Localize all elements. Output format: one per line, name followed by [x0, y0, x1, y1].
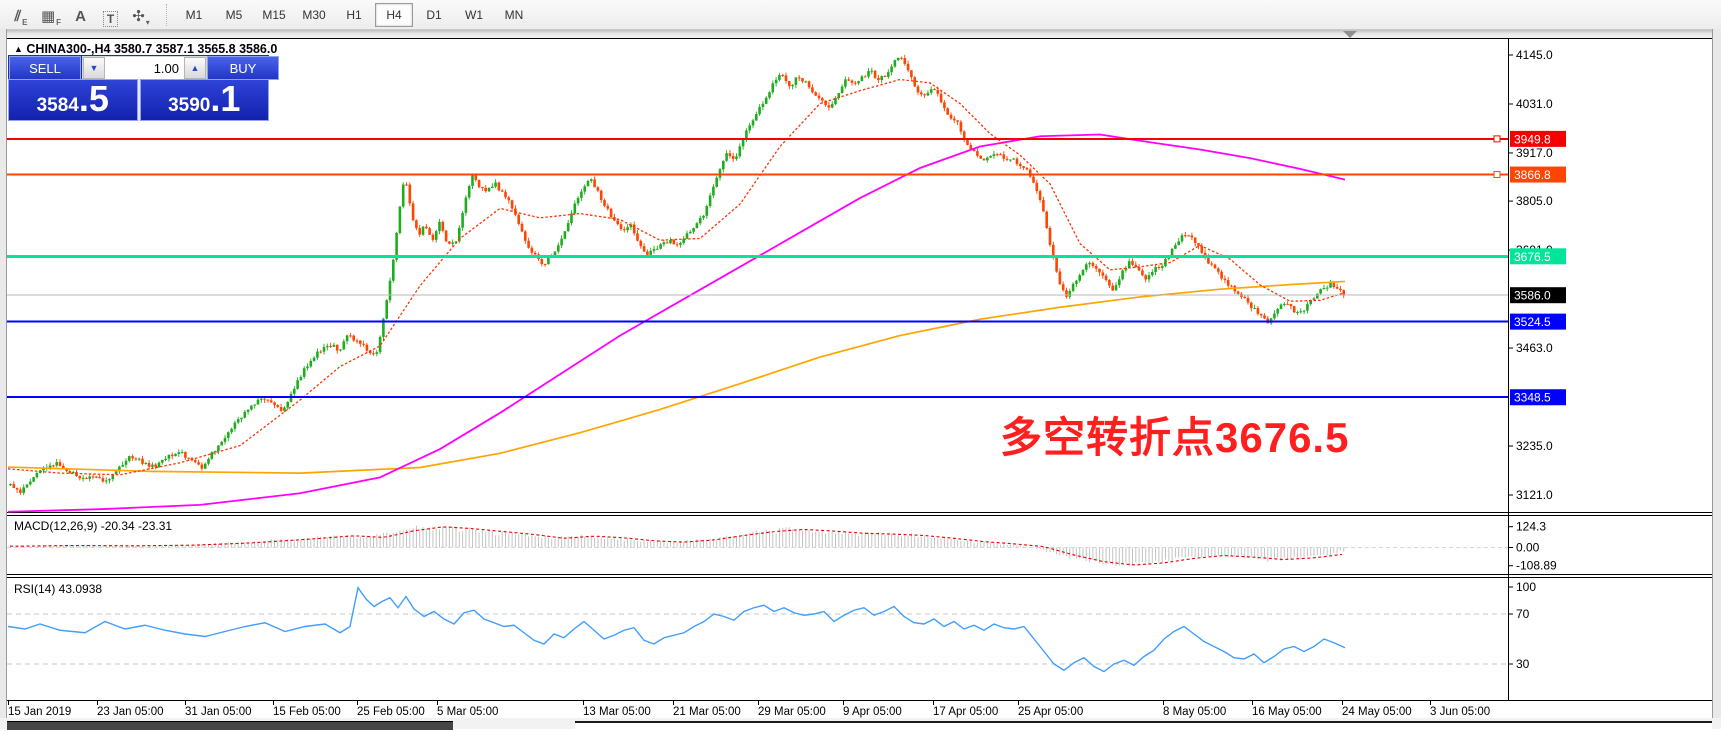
- main-chart[interactable]: 4145.04031.03917.03805.03691.03463.03235…: [7, 30, 1712, 718]
- timeframe-D1[interactable]: D1: [426, 7, 442, 22]
- volume-increase-icon[interactable]: ▲: [184, 57, 206, 79]
- timeframe-M5[interactable]: M5: [225, 7, 243, 22]
- sell-price-display[interactable]: 3584.5: [8, 79, 138, 121]
- fibonacci-tool-icon[interactable]: ▦ F: [40, 7, 62, 27]
- text-tool-icon[interactable]: A: [75, 7, 86, 25]
- svg-text:3 Jun 05:00: 3 Jun 05:00: [1430, 706, 1490, 718]
- svg-text:3949.8: 3949.8: [1514, 132, 1551, 146]
- svg-text:3866.8: 3866.8: [1514, 168, 1551, 182]
- svg-text:25 Apr 05:00: 25 Apr 05:00: [1018, 706, 1083, 718]
- svg-text:23 Jan 05:00: 23 Jan 05:00: [97, 706, 164, 718]
- chart-symbol-title: ▲ CHINA300-,H4 3580.7 3587.1 3565.8 3586…: [14, 42, 277, 56]
- symbol-ohlc: 3580.7 3587.1 3565.8 3586.0: [113, 42, 278, 56]
- svg-text:3676.5: 3676.5: [1514, 250, 1551, 264]
- svg-text:4145.0: 4145.0: [1516, 48, 1553, 62]
- chinese-annotation-text[interactable]: 多空转折点3676.5: [1000, 414, 1350, 461]
- docked-panel-top-edge: [575, 721, 1712, 731]
- svg-text:0.00: 0.00: [1516, 541, 1540, 555]
- timeframe-H4[interactable]: H4: [375, 2, 413, 27]
- svg-text:15 Jan 2019: 15 Jan 2019: [8, 706, 71, 718]
- svg-text:25 Feb 05:00: 25 Feb 05:00: [357, 706, 425, 718]
- chart-top-scrollbar[interactable]: [7, 30, 1712, 38]
- toolbar: ⫽ E ▦ F A T ✣ ▾ M1 M5 M15 M30 H1 H4 D1 W1 MN: [0, 0, 1721, 30]
- svg-text:3348.5: 3348.5: [1514, 391, 1551, 405]
- volume-spinner: ▼ 1.00 ▲: [82, 56, 207, 80]
- docked-panel-tab[interactable]: [7, 721, 453, 730]
- svg-text:4031.0: 4031.0: [1516, 97, 1553, 111]
- svg-text:24 May 05:00: 24 May 05:00: [1342, 706, 1412, 718]
- sell-button[interactable]: SELL: [9, 56, 81, 80]
- svg-text:21 Mar 05:00: 21 Mar 05:00: [673, 706, 741, 718]
- timeframe-H1[interactable]: H1: [346, 7, 362, 22]
- symbol-name: CHINA300-,H4: [26, 42, 111, 56]
- timeframe-M15[interactable]: M15: [262, 7, 286, 22]
- svg-text:-108.89: -108.89: [1516, 559, 1557, 573]
- timeframe-group: M1 M5 M15 M30 H1 H4 D1 W1 MN: [174, 2, 534, 27]
- timeframe-M1[interactable]: M1: [185, 7, 203, 22]
- svg-text:3235.0: 3235.0: [1516, 439, 1553, 453]
- text-label-tool-icon[interactable]: T: [98, 3, 124, 27]
- date-axis: 15 Jan 2019 23 Jan 05:00 31 Jan 05:00 15 Fe…: [8, 700, 1490, 718]
- macd-signal-line: [10, 526, 1343, 566]
- price-badge-3866.8: 3866.8: [1510, 166, 1566, 183]
- price-badge-3676.5: 3676.5: [1510, 248, 1566, 265]
- svg-text:124.3: 124.3: [1516, 520, 1546, 534]
- sell-price-main: 3584: [36, 95, 79, 116]
- svg-text:5 Mar 05:00: 5 Mar 05:00: [437, 706, 498, 718]
- svg-text:3524.5: 3524.5: [1514, 315, 1551, 329]
- svg-text:3586.0: 3586.0: [1514, 289, 1551, 303]
- one-click-trading-panel: SELL ▼ 1.00 ▲ BUY 3584.5 3590.1: [8, 55, 279, 121]
- rsi-line: [7, 586, 1346, 673]
- timeframe-W1[interactable]: W1: [465, 7, 483, 22]
- price-badge-3586.0: 3586.0: [1510, 287, 1566, 304]
- price-badge-3949.8: 3949.8: [1510, 130, 1566, 147]
- price-badge-3524.5: 3524.5: [1510, 313, 1566, 330]
- svg-text:3463.0: 3463.0: [1516, 341, 1553, 355]
- svg-text:31 Jan 05:00: 31 Jan 05:00: [185, 706, 252, 718]
- sell-price-fraction: .5: [78, 78, 109, 119]
- svg-text:70: 70: [1516, 607, 1530, 621]
- ma-slow-magenta-line: [7, 133, 1346, 513]
- volume-input[interactable]: 1.00: [105, 57, 184, 79]
- svg-text:9 Apr 05:00: 9 Apr 05:00: [843, 706, 902, 718]
- volume-decrease-icon[interactable]: ▼: [83, 57, 105, 79]
- buy-button[interactable]: BUY: [207, 56, 279, 80]
- svg-text:3917.0: 3917.0: [1516, 146, 1553, 160]
- svg-text:3121.0: 3121.0: [1516, 488, 1553, 502]
- docked-panel-edge: [0, 718, 1721, 731]
- rsi-indicator-label: RSI(14) 43.0938: [14, 582, 103, 596]
- macd-histogram: [10, 525, 1345, 567]
- macd-indicator-label: MACD(12,26,9) -20.34 -23.31: [14, 519, 173, 533]
- svg-text:17 Apr 05:00: 17 Apr 05:00: [933, 706, 998, 718]
- svg-text:29 Mar 05:00: 29 Mar 05:00: [758, 706, 826, 718]
- buy-price-display[interactable]: 3590.1: [139, 78, 269, 121]
- drawing-tool-group: ⫽ E ▦ F A T ✣ ▾: [6, 3, 156, 27]
- buy-price-main: 3590: [168, 95, 211, 116]
- arrow-objects-tool-icon[interactable]: ✣ ▾: [132, 7, 150, 27]
- svg-text:16 May 05:00: 16 May 05:00: [1252, 706, 1322, 718]
- svg-text:8 May 05:00: 8 May 05:00: [1163, 706, 1226, 718]
- timeframe-M30[interactable]: M30: [302, 7, 326, 22]
- buy-price-fraction: .1: [210, 78, 241, 119]
- svg-text:100: 100: [1516, 580, 1536, 594]
- svg-text:15 Feb 05:00: 15 Feb 05:00: [273, 706, 341, 718]
- window-right-border: [1712, 29, 1721, 729]
- level-handle-3949.8[interactable]: [1493, 135, 1501, 143]
- one-click-collapse-icon[interactable]: ▲: [14, 44, 23, 54]
- svg-text:13 Mar 05:00: 13 Mar 05:00: [583, 706, 651, 718]
- ma-long-orange-line: [7, 280, 1346, 474]
- level-handle-3866.8[interactable]: [1493, 171, 1501, 179]
- window-left-border: [0, 29, 7, 729]
- price-badge-3348.5: 3348.5: [1510, 389, 1566, 406]
- equidistant-channel-tool-icon[interactable]: ⫽ E: [14, 7, 28, 27]
- svg-text:3805.0: 3805.0: [1516, 194, 1553, 208]
- ma-fast-red-line: [7, 78, 1346, 476]
- toolbar-separator: [166, 3, 168, 26]
- timeframe-MN[interactable]: MN: [504, 7, 524, 22]
- chart-shift-marker-icon[interactable]: [1343, 31, 1357, 38]
- svg-text:30: 30: [1516, 657, 1530, 671]
